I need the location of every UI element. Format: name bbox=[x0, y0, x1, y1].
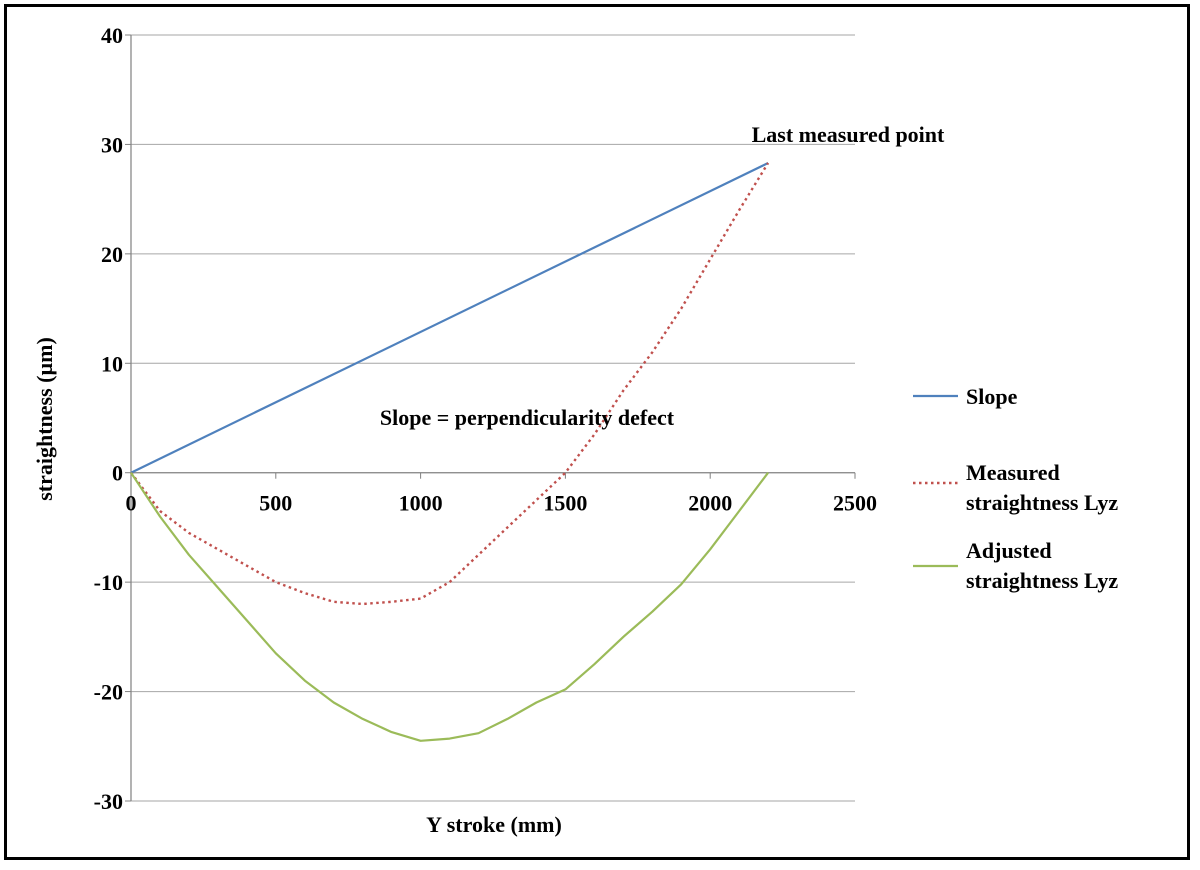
axes bbox=[125, 34, 856, 802]
x-tick-label: 1000 bbox=[399, 491, 443, 516]
y-tick-label: 20 bbox=[101, 242, 123, 267]
tick-labels: -30 -20 -10 0 10 20 30 40 0 500 1000 1500 2000 2500 bbox=[94, 23, 877, 814]
chart-frame bbox=[4, 4, 1190, 860]
legend-label-slope: Slope bbox=[966, 384, 1018, 409]
x-tick-label: 1500 bbox=[543, 491, 587, 516]
legend: Slope Measured straightness Lyz Adjusted… bbox=[913, 384, 1118, 593]
legend-label-adjusted: Adjusted straightness Lyz bbox=[966, 538, 1118, 593]
y-tick-label: -10 bbox=[94, 570, 123, 595]
series-lines bbox=[130, 162, 770, 742]
slope-annotation: Slope = perpendicularity defect bbox=[380, 405, 675, 430]
y-tick-label: -30 bbox=[94, 789, 123, 814]
legend-label-measured: Measured straightness Lyz bbox=[966, 460, 1118, 515]
y-tick-label: 0 bbox=[112, 461, 123, 486]
y-tick-label: 10 bbox=[101, 351, 123, 376]
y-tick-label: 40 bbox=[101, 23, 123, 48]
y-tick-label: -20 bbox=[94, 680, 123, 705]
x-tick-label: 0 bbox=[126, 491, 137, 516]
series-slope-line bbox=[130, 162, 769, 474]
series-measured-line bbox=[130, 162, 770, 606]
last-measured-point-annotation: Last measured point bbox=[752, 122, 945, 147]
y-tick-label: 30 bbox=[101, 132, 123, 157]
y-axis-title: straightness (µm) bbox=[32, 337, 57, 501]
series-adjusted-line bbox=[130, 472, 769, 742]
x-tick-label: 2500 bbox=[833, 491, 877, 516]
x-tick-label: 500 bbox=[259, 491, 292, 516]
x-axis-title: Y stroke (mm) bbox=[426, 812, 562, 837]
x-tick-label: 2000 bbox=[688, 491, 732, 516]
grid-lines bbox=[131, 34, 855, 802]
